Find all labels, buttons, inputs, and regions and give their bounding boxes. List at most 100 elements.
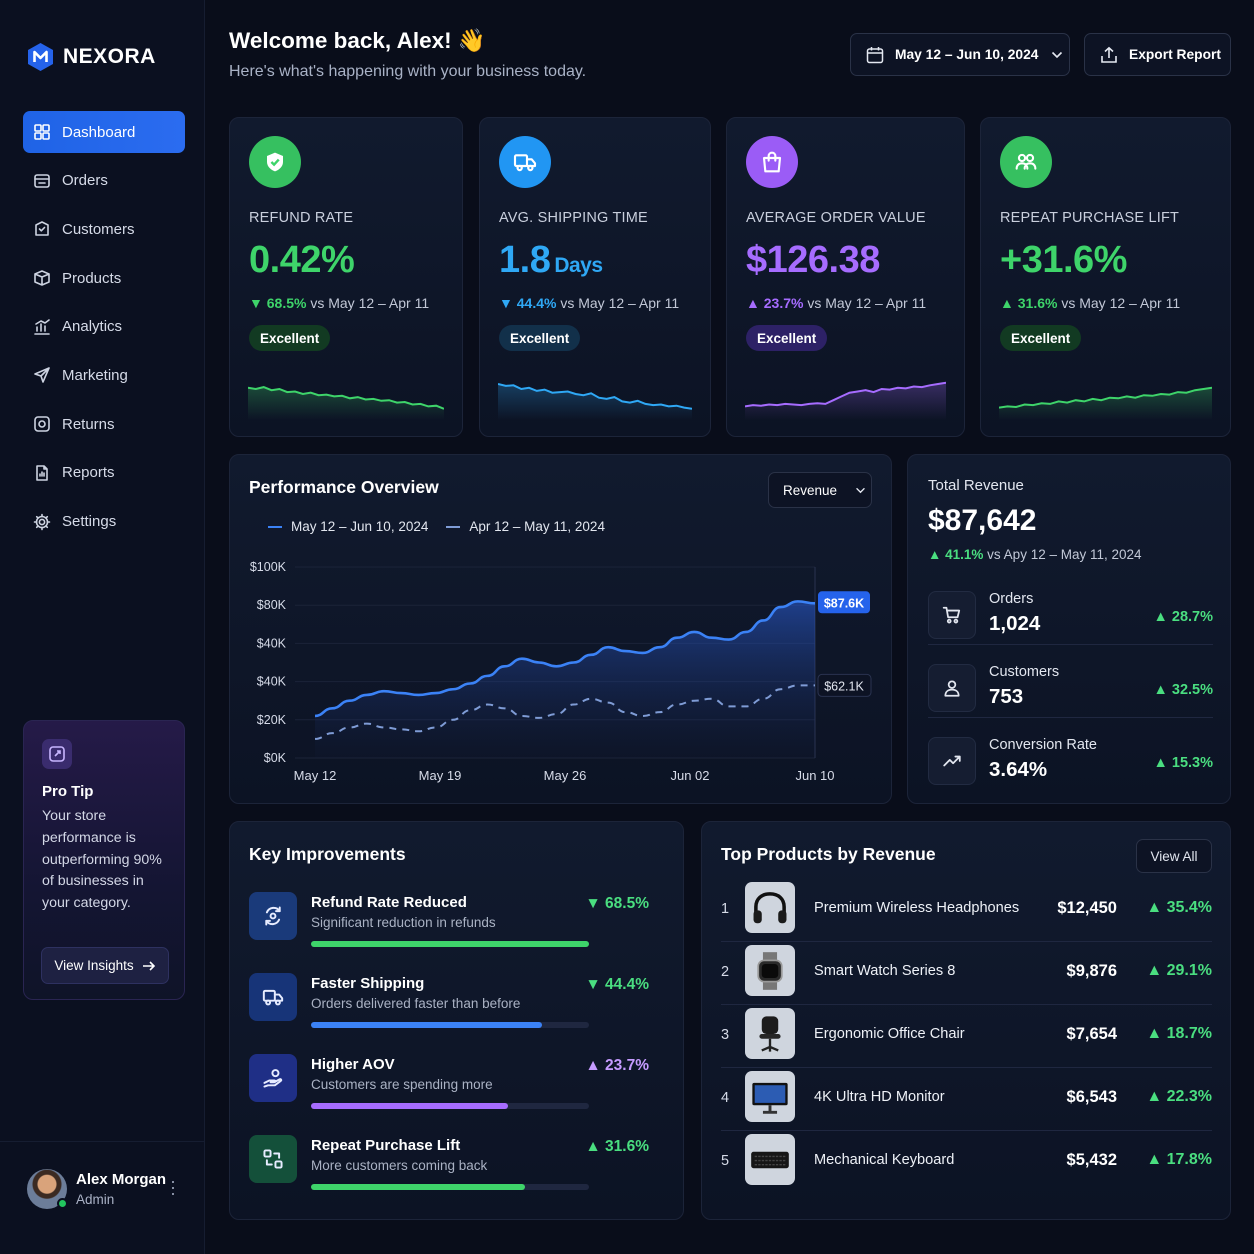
- up-arrow-icon: ▲: [585, 1138, 606, 1155]
- up-arrow-icon: ▲: [1153, 609, 1172, 625]
- product-name: Ergonomic Office Chair: [814, 1026, 965, 1042]
- top-products-card: Top Products by Revenue View All 1 Premi…: [701, 821, 1231, 1220]
- grid-icon: [34, 124, 50, 140]
- sidebar-item-label: Analytics: [62, 318, 123, 336]
- shield-icon: [267, 152, 283, 172]
- y-tick-label: $20K: [257, 713, 287, 727]
- product-row[interactable]: 3 Ergonomic Office Chair $7,654 ▲ 18.7%: [721, 1005, 1212, 1068]
- hand-coin-icon: [263, 1069, 283, 1088]
- y-tick-label: $0K: [264, 751, 287, 765]
- sidebar-item-settings[interactable]: Settings: [23, 501, 185, 543]
- keyboard-icon: [751, 1151, 789, 1168]
- improvement-icon-box: [249, 1054, 297, 1102]
- box-icon: [34, 270, 50, 286]
- date-range-picker[interactable]: May 12 – Jun 10, 2024: [850, 33, 1070, 76]
- cart-icon: [942, 606, 961, 624]
- sidebar: NEXORA Dashboard Orders Customers Products A…: [0, 0, 205, 1254]
- stat-change: ▲ 15.3%: [1153, 755, 1213, 771]
- legend-current: May 12 – Jun 10, 2024: [268, 519, 428, 534]
- kpi-status-badge: Excellent: [249, 325, 331, 351]
- product-row[interactable]: 2 Smart Watch Series 8 $9,876 ▲ 29.1%: [721, 942, 1212, 1005]
- series-current-area: [315, 601, 815, 758]
- page-subtitle: Here's what's happening with your busine…: [229, 63, 587, 80]
- kebab-menu-icon[interactable]: · · ·: [170, 1171, 176, 1203]
- sidebar-item-label: Orders: [62, 172, 108, 190]
- up-arrow-icon: ▲: [1146, 962, 1167, 979]
- kpi-icon-badge: [499, 136, 551, 188]
- product-name: Smart Watch Series 8: [814, 963, 956, 979]
- sparkline-line: [248, 386, 444, 410]
- x-tick-label: Jun 10: [795, 768, 834, 783]
- x-tick-label: May 26: [544, 768, 587, 783]
- metric-select[interactable]: Revenue: [768, 472, 872, 508]
- sidebar-item-orders[interactable]: Orders: [23, 160, 185, 202]
- trend-icon: [943, 755, 961, 767]
- truck-icon: [262, 989, 284, 1006]
- kpi-sparkline: [498, 383, 692, 420]
- stat-label: Customers: [989, 664, 1060, 680]
- sidebar-item-analytics[interactable]: Analytics: [23, 306, 185, 348]
- user-icon: [944, 680, 960, 697]
- total-revenue-card: Total Revenue $87,642 ▲ 41.1% vs Apy 12 …: [907, 454, 1231, 804]
- product-row[interactable]: 1 Premium Wireless Headphones $12,450 ▲ …: [721, 879, 1212, 942]
- user-profile[interactable]: Alex Morgan Admin · · ·: [0, 1141, 205, 1254]
- performance-title: Performance Overview: [249, 477, 439, 497]
- product-revenue: $9,876: [1066, 962, 1117, 980]
- send-icon: [34, 367, 50, 384]
- view-all-button[interactable]: View All: [1136, 839, 1212, 873]
- customers-icon: [35, 221, 49, 237]
- kpi-sparkline: [745, 381, 946, 420]
- kpi-value: $126.38: [746, 239, 880, 281]
- kpi-value: +31.6%: [1000, 239, 1127, 281]
- product-row[interactable]: 4 4K Ultra HD Monitor $6,543 ▲ 22.3%: [721, 1068, 1212, 1131]
- product-revenue: $5,432: [1066, 1151, 1117, 1169]
- kpi-value: 0.42%: [249, 239, 355, 281]
- improvement-subtitle: Orders delivered faster than before: [311, 996, 521, 1011]
- improvement-percent: ▼ 44.4%: [585, 976, 649, 993]
- kpi-icon-badge: [249, 136, 301, 188]
- view-insights-button[interactable]: View Insights: [41, 947, 169, 984]
- user-role: Admin: [76, 1192, 115, 1207]
- revenue-stat-customers: Customers 753 ▲ 32.5%: [928, 660, 1213, 718]
- stat-value: 3.64%: [989, 758, 1048, 781]
- brand-logo[interactable]: NEXORA: [27, 42, 156, 72]
- sidebar-item-products[interactable]: Products: [23, 257, 185, 299]
- kpi-card-3: AVERAGE ORDER VALUE $126.38 ▲ 23.7% vs M…: [726, 117, 965, 437]
- top-products-title: Top Products by Revenue: [721, 844, 936, 864]
- kpi-change: ▼ 44.4% vs May 12 – Apr 11: [499, 295, 680, 311]
- svg-text:$87.6K: $87.6K: [824, 596, 864, 610]
- product-name: Premium Wireless Headphones: [814, 900, 1020, 916]
- down-arrow-icon: ▼: [499, 295, 517, 311]
- sidebar-item-reports[interactable]: Reports: [23, 452, 185, 494]
- performance-line-chart: $100K $80K $40K $40K $20K $0K May 12 May 19 May …: [250, 560, 872, 783]
- product-thumbnail: [745, 1071, 795, 1122]
- sidebar-item-dashboard[interactable]: Dashboard: [23, 111, 185, 153]
- stat-value: 1,024: [989, 612, 1041, 635]
- kpi-icon-badge: [746, 136, 798, 188]
- sparkline-area: [999, 387, 1212, 420]
- pro-tip-title: Pro Tip: [42, 783, 94, 800]
- export-report-button[interactable]: Export Report: [1084, 33, 1231, 76]
- date-range-label: May 12 – Jun 10, 2024: [895, 47, 1039, 62]
- x-tick-label: May 19: [419, 768, 462, 783]
- sidebar-item-returns[interactable]: Returns: [23, 403, 185, 445]
- sidebar-item-customers[interactable]: Customers: [23, 208, 185, 250]
- pro-tip-text: Your store performance is outperforming …: [42, 808, 162, 912]
- export-report-label: Export Report: [1129, 47, 1221, 62]
- product-row[interactable]: 5 Mechanical Keyboard $5,432 ▲ 17.8%: [721, 1131, 1212, 1194]
- product-change: ▲ 18.7%: [1146, 1025, 1212, 1042]
- kpi-card-2: AVG. SHIPPING TIME 1.8 Days ▼ 44.4% vs Ma…: [479, 117, 711, 437]
- product-revenue: $12,450: [1057, 899, 1117, 917]
- improvement-icon-box: [249, 892, 297, 940]
- end-label-previous: $62.1K: [817, 673, 872, 697]
- up-arrow-icon: ▲: [585, 1057, 606, 1074]
- kpi-status-badge: Excellent: [746, 325, 828, 351]
- stat-change: ▲ 28.7%: [1153, 609, 1213, 625]
- x-tick-label: Jun 02: [670, 768, 709, 783]
- sidebar-item-marketing[interactable]: Marketing: [23, 354, 185, 396]
- improvement-title: Faster Shipping: [311, 975, 425, 992]
- improvement-progress-track: [311, 1103, 589, 1109]
- improvement-percent: ▼ 68.5%: [585, 895, 649, 912]
- page-title: Welcome back, Alex! 👋: [229, 28, 486, 53]
- pro-tip-card: Pro Tip Your store performance is outper…: [23, 720, 185, 1000]
